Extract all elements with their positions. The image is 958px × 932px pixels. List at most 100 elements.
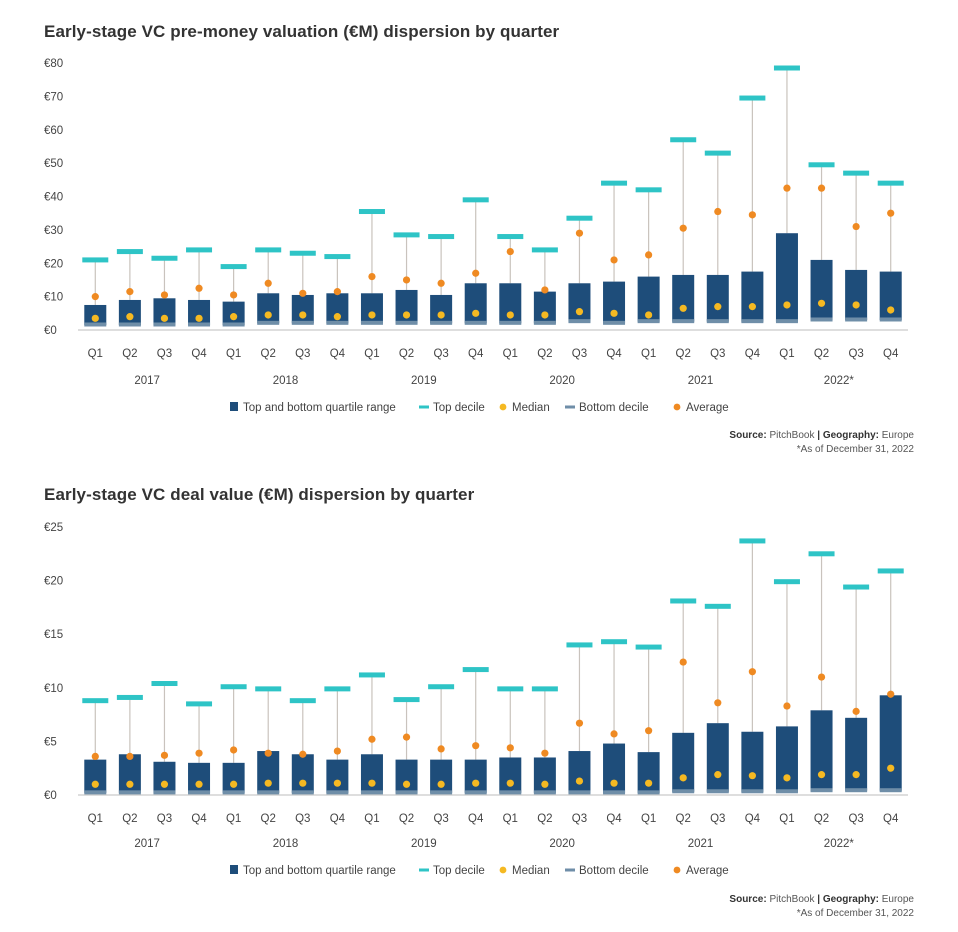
source-value: PitchBook — [769, 894, 815, 905]
legend-swatch-median — [499, 866, 507, 874]
bottom-decile-marker — [222, 790, 245, 795]
x-tick-label: Q1 — [641, 813, 656, 825]
x-tick-label: Q4 — [606, 348, 622, 360]
bottom-decile-marker — [533, 320, 556, 325]
quartile-bar — [84, 759, 107, 793]
quartile-bar — [291, 754, 314, 793]
top-decile-marker — [566, 215, 593, 221]
x-tick-label: Q1 — [503, 348, 518, 360]
quartile-bar — [879, 271, 902, 320]
y-tick-label: €10 — [44, 292, 63, 304]
year-label: 2017 — [134, 375, 160, 387]
average-point — [402, 733, 411, 741]
average-point — [160, 751, 169, 759]
average-point — [748, 211, 756, 219]
legend-swatch-average — [673, 866, 681, 874]
x-tick-label: Q4 — [191, 348, 207, 360]
median-point — [852, 301, 860, 309]
bottom-decile-marker — [84, 322, 107, 327]
average-point — [506, 744, 514, 752]
median-point — [264, 311, 272, 319]
legend-label: Bottom decile — [579, 865, 649, 877]
quartile-bar — [360, 293, 383, 324]
bottom-decile-marker — [291, 790, 314, 795]
median-point — [126, 780, 134, 788]
as-of-note: *As of December 31, 2022 — [796, 444, 914, 455]
average-point — [887, 209, 895, 217]
top-decile-marker — [739, 95, 766, 101]
x-tick-label: Q4 — [883, 813, 899, 825]
average-point — [333, 747, 341, 755]
quartile-bar — [118, 754, 141, 793]
legend-label: Median — [512, 865, 550, 877]
bottom-decile-marker — [430, 790, 453, 795]
bottom-decile-marker — [672, 319, 695, 324]
y-tick-label: €30 — [44, 225, 63, 237]
bottom-decile-marker — [360, 790, 383, 795]
x-tick-label: Q3 — [572, 813, 587, 825]
bottom-decile-marker — [499, 320, 522, 325]
median-point — [402, 311, 411, 319]
median-point — [887, 306, 895, 314]
y-tick-label: €60 — [44, 125, 63, 137]
average-point — [160, 291, 169, 299]
median-point — [160, 314, 169, 322]
average-point — [714, 207, 722, 216]
median-point — [817, 771, 826, 779]
bottom-decile-marker — [257, 790, 280, 795]
y-tick-label: €5 — [44, 736, 57, 748]
quartile-bar — [568, 283, 591, 322]
y-tick-label: €80 — [44, 58, 63, 70]
x-tick-label: Q3 — [848, 348, 863, 360]
year-label: 2018 — [273, 838, 299, 850]
x-tick-label: Q1 — [88, 348, 103, 360]
bottom-decile-marker — [879, 788, 902, 793]
median-point — [368, 311, 376, 319]
legend-swatch-median — [499, 403, 507, 411]
median-point — [817, 299, 826, 307]
average-point — [299, 289, 307, 297]
top-decile-marker — [531, 247, 558, 253]
chart-source-note: Source: PitchBook | Geography: Europe *A… — [729, 429, 914, 457]
average-point — [541, 749, 549, 757]
median-point — [645, 779, 653, 787]
bottom-decile-marker — [879, 317, 902, 322]
bottom-decile-marker — [291, 320, 314, 325]
x-tick-label: Q4 — [468, 348, 484, 360]
average-point — [91, 752, 99, 761]
year-label: 2019 — [411, 375, 437, 387]
y-tick-label: €0 — [44, 325, 57, 337]
top-decile-marker — [566, 642, 593, 648]
top-decile-marker — [186, 701, 213, 707]
average-point — [748, 668, 756, 676]
bottom-decile-marker — [706, 319, 729, 324]
quartile-bar — [257, 751, 280, 793]
median-point — [748, 303, 756, 311]
bottom-decile-marker — [430, 320, 453, 325]
bottom-decile-marker — [118, 322, 141, 327]
source-label: Source: — [729, 430, 767, 441]
top-decile-marker — [531, 686, 558, 692]
average-point — [852, 222, 860, 231]
deal-value-dispersion-chart: €0 €5 €10 €15 €20 €25 Q1 Q2 Q3 Q4 Q1 Q2 Q3 Q4 Q1 Q2 Q3 Q4… — [44, 522, 908, 877]
x-tick-label: Q2 — [537, 348, 552, 360]
x-tick-label: Q2 — [814, 813, 829, 825]
median-point — [783, 774, 791, 782]
x-tick-label: Q1 — [226, 348, 241, 360]
x-tick-label: Q3 — [295, 348, 310, 360]
year-label: 2020 — [549, 375, 575, 387]
bottom-decile-marker — [118, 790, 141, 795]
quartile-bar — [153, 761, 176, 793]
bottom-decile-marker — [326, 790, 349, 795]
median-point — [333, 313, 341, 321]
top-decile-marker — [289, 698, 316, 704]
average-point — [645, 727, 653, 735]
quartile-bar — [706, 274, 729, 322]
quartile-bar — [603, 281, 626, 324]
legend-swatch-top-decile — [419, 405, 429, 409]
legend-label: Top decile — [433, 865, 485, 877]
median-point — [714, 771, 722, 779]
median-point — [195, 780, 203, 788]
bottom-decile-marker — [741, 789, 764, 794]
quartile-bar — [499, 283, 522, 324]
